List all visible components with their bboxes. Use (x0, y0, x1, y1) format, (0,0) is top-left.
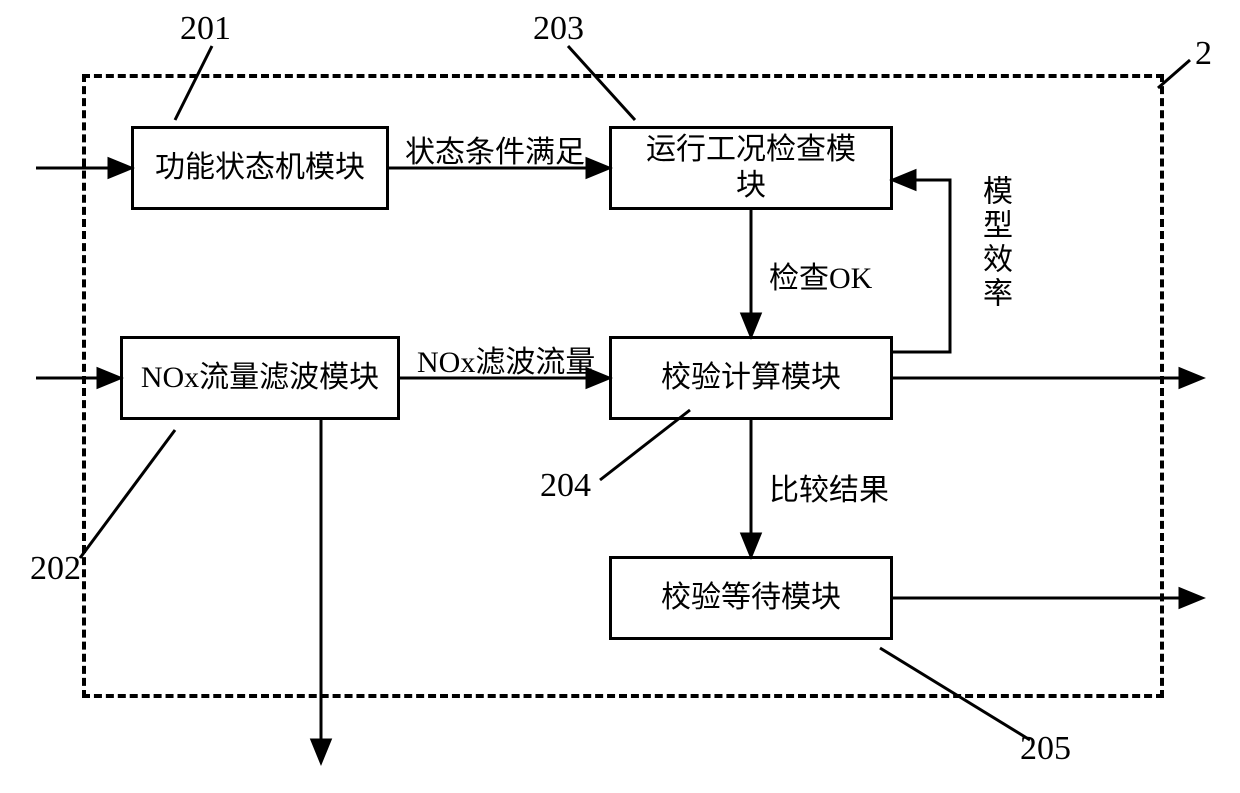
ref-204: 204 (540, 467, 591, 505)
box-label: NOx流量滤波模块 (141, 360, 379, 396)
edge-label-check-ok: 检查OK (769, 253, 872, 297)
box-label: 校验计算模块 (661, 360, 841, 396)
edge-label-nox-flow: NOx滤波流量 (417, 337, 595, 381)
box-label: 功能状态机模块 (155, 150, 365, 186)
box-nox-filter: NOx流量滤波模块 (120, 336, 400, 420)
box-verify-wait: 校验等待模块 (609, 556, 893, 640)
box-label: 校验等待模块 (661, 580, 841, 616)
edge-label-compare: 比较结果 (769, 465, 889, 509)
box-label: 运行工况检查模块 (646, 132, 856, 204)
ref-202: 202 (30, 550, 81, 588)
box-verify-calc: 校验计算模块 (609, 336, 893, 420)
edge-label-state-ok: 状态条件满足 (405, 127, 585, 171)
ref-205: 205 (1020, 730, 1071, 768)
box-state-machine: 功能状态机模块 (131, 126, 389, 210)
ref-203: 203 (533, 10, 584, 48)
box-condition-check: 运行工况检查模块 (609, 126, 893, 210)
ref-2: 2 (1195, 35, 1212, 73)
edge-label-model-eff: 模型效率 (972, 175, 1016, 311)
ref-201: 201 (180, 10, 231, 48)
